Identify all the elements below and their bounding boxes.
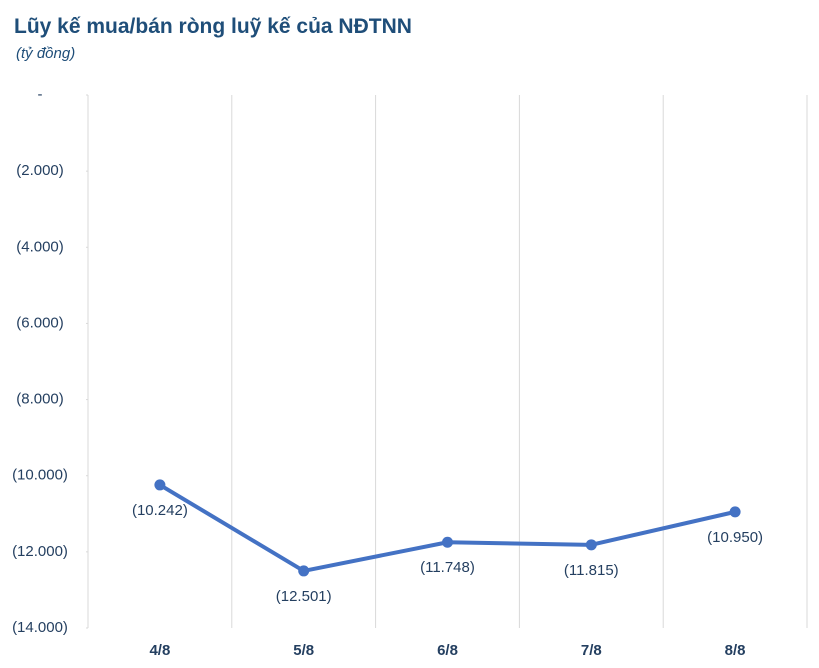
data-point <box>585 539 597 551</box>
data-label: (11.815) <box>564 562 619 579</box>
y-tick-label: (2.000) <box>16 162 64 179</box>
data-label: (11.748) <box>420 559 475 576</box>
data-point <box>442 536 453 548</box>
data-point <box>298 565 310 577</box>
y-tick-label: (6.000) <box>16 314 64 331</box>
x-tick-label: 7/8 <box>581 642 602 659</box>
y-tick-label: (12.000) <box>12 543 68 560</box>
y-tick-label: - <box>38 86 43 103</box>
y-tick-label: (8.000) <box>16 391 64 408</box>
x-tick-label: 6/8 <box>437 642 458 659</box>
x-tick-label: 5/8 <box>293 642 314 659</box>
y-tick-label: (10.000) <box>12 467 68 484</box>
data-point <box>729 506 741 518</box>
data-label: (10.242) <box>132 502 188 519</box>
y-tick-label: (14.000) <box>12 619 68 636</box>
chart-title: Lũy kế mua/bán ròng luỹ kế của NĐTNN <box>14 15 412 38</box>
data-label: (12.501) <box>276 588 332 605</box>
chart-subtitle: (tỷ đồng) <box>16 45 75 62</box>
data-line <box>158 483 736 573</box>
y-tick-label: (4.000) <box>16 238 64 255</box>
x-tick-label: 8/8 <box>725 642 746 659</box>
data-point <box>154 479 166 491</box>
x-tick-label: 4/8 <box>149 642 170 659</box>
data-label: (10.950) <box>707 529 763 546</box>
